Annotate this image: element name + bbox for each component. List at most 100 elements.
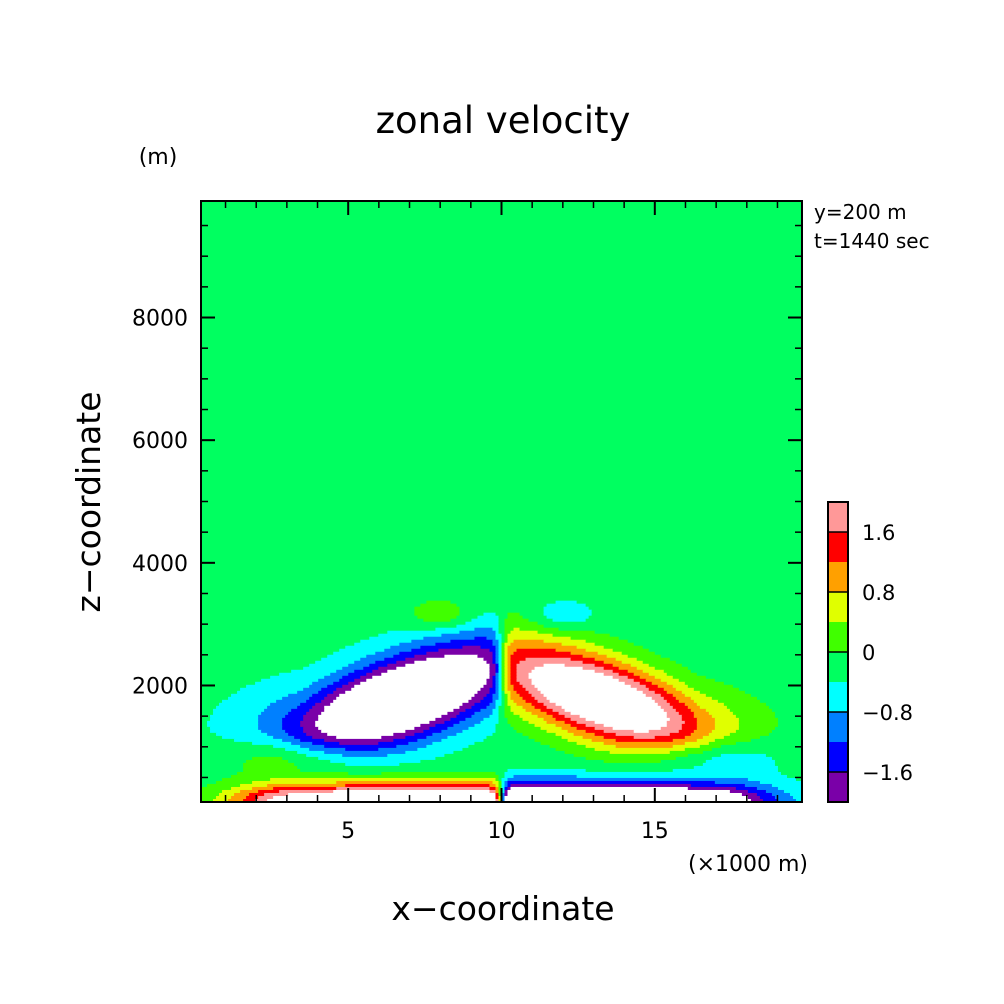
annotation-time: t=1440 sec <box>814 229 930 253</box>
contour-cell <box>201 636 370 641</box>
contour-cell <box>636 666 656 671</box>
contour-cell <box>222 735 274 740</box>
contour-cell <box>528 618 554 623</box>
contour-cell <box>201 363 802 367</box>
contour-cell <box>537 687 638 692</box>
contour-cell <box>570 657 596 662</box>
contour-cell <box>510 690 518 695</box>
contour-cell <box>384 657 406 662</box>
contour-cell <box>201 654 328 659</box>
colorbar-swatch <box>828 742 848 772</box>
contour-cell <box>336 696 473 701</box>
contour-cell <box>531 693 545 698</box>
contour-cell <box>501 777 509 782</box>
contour-cell <box>495 699 503 704</box>
contour-cell <box>201 720 208 725</box>
contour-cell <box>519 693 533 698</box>
contour-cell <box>498 645 503 650</box>
contour-cell <box>570 723 587 728</box>
contour-cell <box>222 789 241 794</box>
contour-cell <box>282 696 310 701</box>
contour-cell <box>582 735 605 740</box>
contour-cell <box>495 723 512 728</box>
contour-cell <box>501 672 506 677</box>
contour-cell <box>447 735 488 740</box>
contour-cell <box>201 501 802 506</box>
contour-cell <box>690 708 707 713</box>
contour-cell <box>288 693 313 698</box>
contour-cell <box>414 726 430 731</box>
contour-cell <box>603 672 620 677</box>
contour-cell <box>771 708 802 713</box>
contour-cell <box>336 780 494 785</box>
contour-cell <box>207 723 259 728</box>
contour-cell <box>318 714 442 719</box>
contour-cell <box>201 513 802 518</box>
contour-cell <box>543 612 593 617</box>
contour-cell <box>738 726 776 731</box>
contour-cell <box>507 699 515 704</box>
contour-cell <box>201 414 802 418</box>
contour-cell <box>312 705 325 710</box>
contour-cell <box>201 306 802 310</box>
contour-cell <box>351 687 482 692</box>
contour-cell <box>495 657 500 662</box>
contour-cell <box>495 633 503 638</box>
contour-cell <box>471 618 500 623</box>
contour-cell <box>534 738 569 743</box>
contour-cell <box>414 660 488 665</box>
contour-cell <box>495 726 515 731</box>
contour-cell <box>543 717 557 722</box>
contour-cell <box>564 714 581 719</box>
contour-cell <box>414 732 433 737</box>
contour-cell <box>339 693 476 698</box>
contour-cell <box>201 270 802 274</box>
contour-cell <box>504 690 512 695</box>
contour-cell <box>201 576 802 581</box>
contour-cell <box>201 309 802 313</box>
contour-cell <box>693 765 779 770</box>
contour-cell <box>261 729 286 734</box>
contour-cell <box>660 654 802 659</box>
contour-cell <box>774 762 802 767</box>
contour-cell <box>201 582 802 587</box>
contour-cell <box>501 642 506 647</box>
contour-cell <box>510 693 521 698</box>
contour-cell <box>507 633 554 638</box>
contour-cell <box>477 615 500 620</box>
contour-cell <box>498 799 503 802</box>
contour-cell <box>456 624 500 629</box>
contour-cell <box>744 690 802 695</box>
contour-cell <box>642 690 656 695</box>
contour-cell <box>510 630 539 635</box>
contour-cell <box>510 681 521 686</box>
contour-cell <box>711 729 737 734</box>
contour-cell <box>462 729 497 734</box>
contour-cell <box>681 723 698 728</box>
contour-cell <box>519 627 560 632</box>
contour-cell <box>504 684 509 689</box>
contour-cell <box>687 753 722 758</box>
contour-cell <box>261 678 319 683</box>
contour-cell <box>513 726 542 731</box>
contour-cell <box>201 696 229 701</box>
contour-cell <box>201 495 802 500</box>
contour-cell <box>498 792 503 797</box>
contour-cell <box>414 612 461 617</box>
contour-cell <box>201 456 802 461</box>
contour-cell <box>483 717 500 722</box>
contour-cell <box>534 705 548 710</box>
contour-cell <box>492 678 497 683</box>
contour-cell <box>507 669 512 674</box>
contour-cell <box>201 504 802 509</box>
contour-cell <box>465 717 485 722</box>
contour-cell <box>240 687 304 692</box>
contour-cell <box>213 711 262 716</box>
contour-cell <box>684 720 698 725</box>
contour-cell <box>543 609 593 614</box>
contour-cell <box>681 663 802 668</box>
contour-cell <box>234 792 250 797</box>
contour-cell <box>312 735 337 740</box>
contour-cell <box>510 678 518 683</box>
contour-cell <box>201 402 802 406</box>
